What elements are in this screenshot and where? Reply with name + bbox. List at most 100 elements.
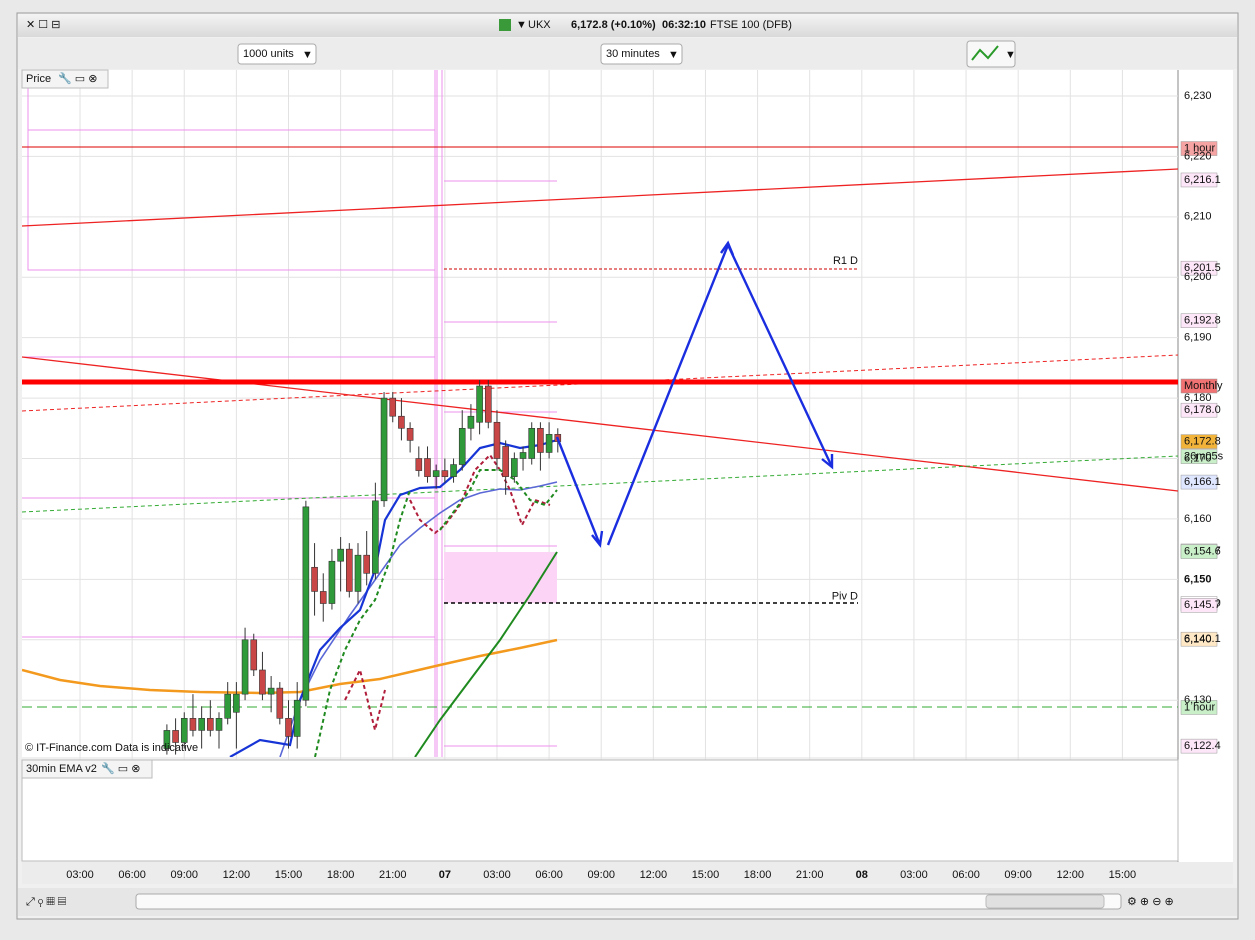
candle-body [293, 699, 301, 737]
ema-line [414, 551, 558, 757]
candle-body [493, 421, 501, 459]
time-axis [22, 862, 1233, 884]
y-tick-label: 6,130 [1184, 694, 1212, 706]
candle-body [406, 428, 414, 441]
x-tick-label: 12:00 [1057, 869, 1085, 881]
x-tick-label: 09:00 [587, 869, 615, 881]
x-tick-label: 06:00 [535, 869, 563, 881]
y-tick-label: 6,180 [1184, 392, 1212, 404]
instrument: FTSE 100 (DFB) [710, 19, 792, 31]
dropdown-arrow[interactable]: ▼ [516, 19, 527, 31]
price-label-box [1180, 378, 1218, 394]
y-tick-label: 6,150 [1184, 573, 1212, 585]
candle-body [267, 687, 275, 695]
candle-body [241, 639, 249, 695]
candle-body [354, 554, 362, 592]
forecast-arrows [555, 240, 834, 548]
price-label: 6,154.6 [1184, 545, 1221, 557]
price-axis [1178, 70, 1233, 862]
lower-panel [21, 759, 1179, 862]
candle-body [198, 718, 205, 731]
scroll-thumb[interactable] [985, 894, 1105, 909]
annotation: R1 D [833, 255, 858, 267]
candle-body [233, 693, 240, 713]
title-bar [18, 14, 1237, 37]
price-label-box [1180, 172, 1218, 188]
candle-body [484, 385, 492, 423]
x-tick-label: 03:00 [66, 869, 94, 881]
time: 06:32:10 [662, 19, 706, 31]
x-tick-label: 15:00 [692, 869, 720, 881]
candle-body [380, 397, 388, 502]
candle-body [424, 458, 431, 477]
x-tick-label: 06:00 [118, 869, 146, 881]
price-label-box [1180, 260, 1218, 276]
y-tick-label: 6,210 [1184, 211, 1212, 223]
price-label: 6,216.1 [1184, 174, 1221, 186]
dotted-line [344, 667, 386, 731]
price-label: 6,122.4 [1184, 740, 1221, 752]
candle-body [372, 500, 379, 574]
candles [163, 379, 562, 755]
panel-buttons[interactable]: 🔧 ▭ ⊗ [58, 71, 97, 85]
price-label-box [1180, 598, 1218, 613]
price-label: 6,140.1 [1184, 633, 1221, 645]
scrollbar[interactable] [135, 893, 1122, 910]
annotation: Piv D [832, 590, 858, 602]
panel-buttons[interactable]: 🔧 ▭ ⊗ [101, 761, 140, 775]
copyright: © IT-Finance.com Data is indicative [25, 742, 198, 754]
candle-body [511, 458, 518, 477]
ema-line [22, 638, 558, 695]
chart-style-icon [971, 45, 999, 61]
candle-body [537, 428, 544, 453]
x-tick-label: 03:00 [900, 869, 928, 881]
candle-body [172, 730, 179, 743]
units: 1000 units [243, 48, 294, 60]
price-label-box [1180, 313, 1218, 329]
y-tick-label: 6,170 [1184, 452, 1212, 464]
candle-body [302, 506, 310, 701]
tool-buttons[interactable]: ⤢ ⚲ ▦ ▤ [26, 896, 66, 908]
candle-body [415, 458, 423, 471]
price-label-box [1180, 474, 1218, 490]
price-label: 6,172.8 [1184, 436, 1221, 448]
price-label: 6,166.1 [1184, 476, 1221, 488]
countdown-box [1180, 449, 1218, 464]
candle-body [346, 548, 353, 592]
units-select[interactable] [237, 43, 317, 65]
x-axis: 03:00 06:00 09:00 12:00 15:00 18:00 21:00 07 03:… [66, 869, 1136, 881]
price-label-box [1180, 402, 1218, 418]
select-arrow: ▼ [302, 49, 313, 61]
candle-body [285, 718, 292, 737]
candle-body [319, 591, 327, 604]
price-label: 6,201.5 [1184, 262, 1221, 274]
candle-body [189, 718, 197, 731]
x-tick-label: 18:00 [744, 869, 772, 881]
price-labels: R1 D Piv D 1 hour 6,216.1 6,201.5 6,192.8 Mont… [832, 141, 1224, 754]
interval-select[interactable] [600, 43, 683, 65]
candle-body [441, 470, 449, 477]
price-label: 1 hour [1184, 701, 1216, 713]
candle-body [502, 446, 509, 477]
candle-body [528, 428, 536, 459]
candle-body [458, 428, 466, 465]
candle-body [180, 718, 188, 743]
panel-header [21, 759, 153, 779]
trend-line [22, 168, 1178, 227]
y-tick-label: 6,230 [1184, 90, 1212, 102]
candle-body [163, 730, 171, 749]
price-label-box [1180, 738, 1218, 754]
x-tick-label: 09:00 [1004, 869, 1032, 881]
zone [444, 552, 557, 603]
trend-line [22, 356, 1178, 492]
candle-body [519, 452, 527, 459]
y-tick-label: 6,220 [1184, 150, 1212, 162]
zoom-buttons[interactable]: ⚙ ⊕ ⊖ ⊕ [1127, 896, 1174, 908]
candle-body [398, 415, 405, 429]
close-button[interactable]: ✕ ☐ ⊟ [26, 19, 60, 31]
y-tick-label: 6,200 [1184, 271, 1212, 283]
candle-body [389, 397, 397, 417]
candle-body [545, 434, 553, 453]
